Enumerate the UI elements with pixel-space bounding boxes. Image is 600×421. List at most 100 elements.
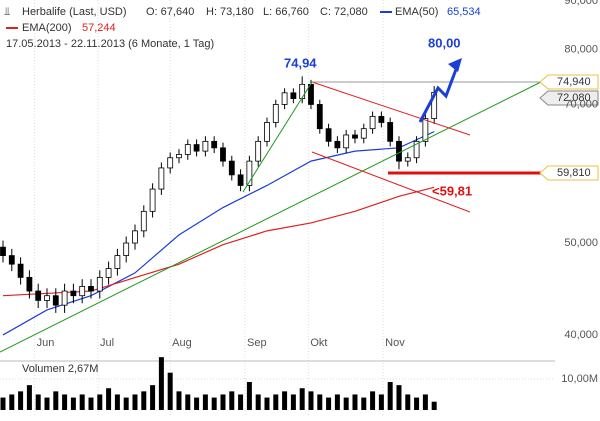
candle-body (184, 144, 191, 155)
forecast-arrow (418, 63, 460, 123)
candle-body (211, 140, 218, 149)
x-tick-label: Nov (385, 337, 405, 349)
volume-bar (18, 391, 24, 410)
volume-bar (264, 397, 270, 410)
trend-line (311, 151, 471, 213)
candle-body (158, 167, 165, 190)
volume-bar (414, 397, 420, 410)
volume (0, 357, 555, 410)
volume-bar (431, 401, 437, 410)
candle-body (255, 140, 262, 162)
candle-body (422, 118, 429, 142)
volume-bar (79, 394, 85, 410)
low-annotation: <59,81 (432, 183, 472, 198)
trend-lines (0, 58, 556, 353)
volume-bar (326, 397, 332, 410)
candle-body (396, 140, 402, 162)
volume-bar (44, 397, 50, 410)
candle-body (220, 147, 226, 162)
candle-body (413, 140, 420, 159)
trend-line (242, 81, 313, 193)
high-annotation: 74,94 (284, 55, 317, 70)
volume-bar (282, 391, 288, 410)
tag-box (539, 74, 599, 90)
trend-line (0, 74, 556, 353)
candle-body (114, 255, 121, 269)
candle-body (316, 104, 323, 130)
volume-bar (35, 394, 41, 410)
volume-bar (211, 397, 217, 410)
y-tick-label: 10,00M (561, 373, 598, 385)
candles (0, 76, 438, 313)
candle-body (193, 144, 200, 152)
candle-body (246, 160, 253, 186)
tag-box (539, 165, 599, 181)
volume-bar (387, 382, 393, 410)
x-tick-label: Jul (100, 337, 114, 349)
tag-box (539, 90, 599, 106)
volume-bar (396, 385, 402, 410)
low: L: 66,760 (263, 6, 309, 18)
volume-label: Volumen 2,67M (22, 363, 98, 375)
volume-bar (106, 388, 112, 410)
volume-bar (370, 391, 376, 410)
axes: 40,000 50,000 70,000 80,000 90,000 Jun Jul Aug S… (37, 0, 598, 385)
volume-bar (150, 385, 156, 410)
volume-bar (0, 397, 6, 410)
volume-bar (361, 397, 367, 410)
plot-bg (0, 0, 555, 416)
arrow-head (448, 58, 462, 72)
volume-bar (97, 394, 103, 410)
candle-body (140, 210, 147, 232)
ema50-label: EMA(50) (395, 6, 438, 18)
candle-body (334, 140, 341, 149)
ema50-value: 65,534 (447, 6, 481, 18)
volume-bar (238, 394, 244, 410)
candle-body (352, 134, 358, 139)
volume-bar (290, 394, 296, 410)
volume-bar (202, 394, 208, 410)
candle-body (264, 122, 270, 142)
candle-body (52, 295, 59, 306)
candle-body (325, 128, 332, 142)
ema200-value: 57,244 (82, 22, 116, 34)
x-tick-label: Sep (247, 337, 267, 349)
y-tick-label: 40,000 (564, 329, 598, 341)
candle-body (70, 290, 77, 297)
candle-body (176, 154, 182, 159)
candle-body (387, 122, 394, 142)
volume-bar (308, 391, 314, 410)
volume-bar (62, 394, 68, 410)
candle-body (360, 128, 367, 139)
date-range: 17.05.2013 - 22.11.2013 (6 Monate, 1 Tag… (6, 38, 214, 50)
volume-bar (158, 357, 164, 410)
candle-body (96, 276, 103, 292)
candle-body (149, 188, 156, 212)
y-tick-label: 90,000 (564, 0, 598, 7)
volume-bar (53, 391, 59, 410)
volume-bar (378, 394, 384, 410)
volume-bar (176, 391, 182, 410)
candle-body (35, 290, 42, 301)
volume-bar (405, 394, 411, 410)
ema200-label: EMA(200) (22, 22, 72, 34)
candle-body (0, 246, 6, 256)
candle-body (88, 286, 94, 292)
candle-body (378, 115, 385, 123)
volume-bar (70, 397, 76, 410)
volume-bar (141, 391, 147, 410)
volume-bar (273, 394, 279, 410)
candle-body (105, 268, 112, 278)
instrument: Herbalife (Last, USD) (22, 6, 127, 18)
high: H: 73,180 (206, 6, 254, 18)
volume-bar (352, 394, 358, 410)
volume-bar (220, 394, 226, 410)
x-tick-label: Okt (310, 337, 327, 349)
price-tags: 74,940 72,080 59,810 (539, 74, 599, 181)
volume-bar (246, 382, 252, 410)
volume-bar (422, 394, 428, 410)
candle-body (308, 83, 314, 105)
candle-body (132, 230, 138, 244)
volume-bar (255, 394, 261, 410)
